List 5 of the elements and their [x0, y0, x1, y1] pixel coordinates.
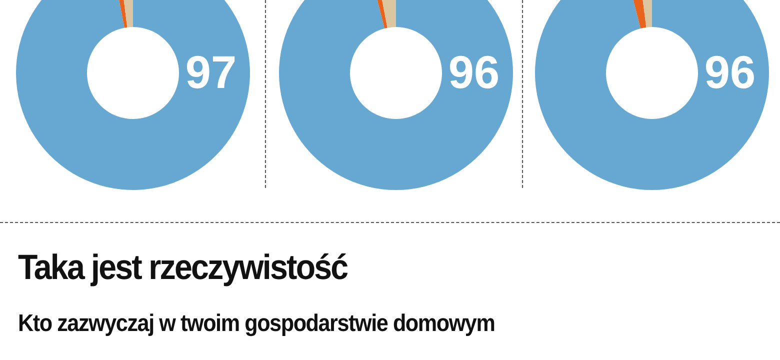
data-label: 96	[448, 46, 500, 98]
data-label: 96	[704, 46, 756, 98]
text: Kto zazwyczaj w twoim gospodarstwie domowym	[18, 310, 495, 338]
text: Taka jest rzeczywistość	[18, 248, 348, 288]
data-label: 97	[185, 46, 237, 98]
